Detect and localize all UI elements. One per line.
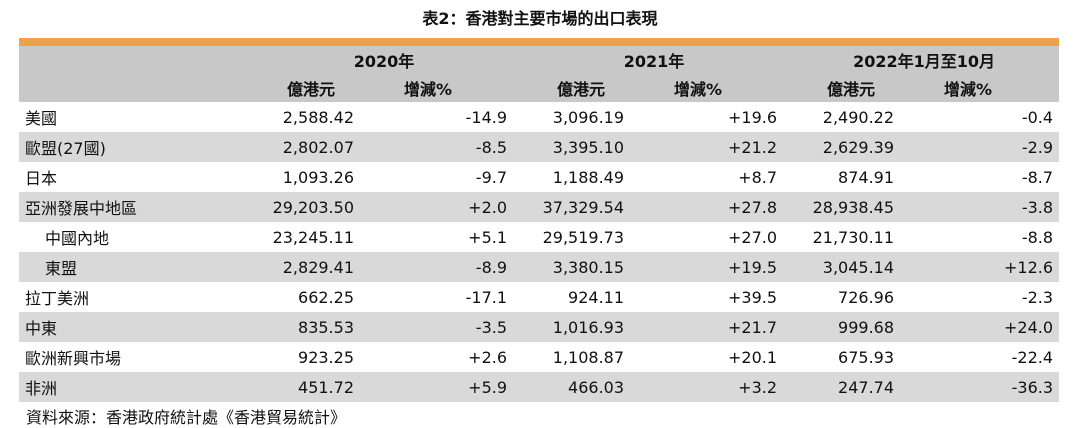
change-2020-cell: +5.1 — [468, 227, 508, 247]
value-2020-cell: 2,829.41 — [249, 252, 384, 282]
table-row: 日本 1,093.26 -9.7 1,188.49 +8.7 874.91 -8… — [19, 162, 1059, 192]
region-cell: 歐盟(27國) — [19, 132, 249, 162]
period-header: 2021年 — [519, 46, 790, 74]
region-cell: 亞洲發展中地區 — [19, 192, 249, 222]
value-2022-cell: 247.74 — [789, 372, 925, 402]
value-2022-cell: 28,938.45 — [789, 192, 925, 222]
value-2020-cell: 29,203.50 — [249, 192, 384, 222]
change-column-header: 增減% — [654, 74, 790, 102]
change-column-header: 增減% — [384, 74, 520, 102]
period-header: 2020年 — [249, 46, 520, 74]
table-row: 拉丁美洲 662.25 -17.1 924.11 +39.5 726.96 -2… — [19, 282, 1059, 312]
table-row: 中東 835.53 -3.5 1,016.93 +21.7 999.68 +24… — [19, 312, 1060, 342]
region-cell: 中東 — [19, 312, 249, 342]
value-2021-cell: 29,519.73 — [542, 227, 625, 247]
value-column-header: 億港元 — [249, 74, 384, 102]
change-2021-cell: +3.2 — [654, 372, 790, 402]
value-2021-cell: 37,329.54 — [519, 192, 655, 222]
value-2021-cell: 3,096.19 — [552, 107, 625, 127]
value-2021-cell: 466.03 — [519, 372, 655, 402]
value-2021-cell: 3,380.15 — [519, 252, 655, 282]
value-2021-cell: 1,016.93 — [519, 312, 655, 342]
value-2021-cell: 1,188.49 — [552, 167, 625, 187]
value-2022-cell: 2,629.39 — [789, 132, 925, 162]
change-2021-cell: +27.8 — [654, 192, 790, 222]
change-2020-cell: -9.7 — [475, 167, 508, 187]
value-2021-cell: 3,395.10 — [519, 132, 655, 162]
value-2020-cell: 835.53 — [249, 312, 384, 342]
accent-bar — [19, 38, 1059, 46]
table-row: 亞洲發展中地區 29,203.50 +2.0 37,329.54 +27.8 2… — [19, 192, 1060, 222]
value-column-header: 億港元 — [789, 74, 925, 102]
change-2021-cell: +21.7 — [654, 312, 790, 342]
value-2022-cell: 21,730.11 — [812, 227, 895, 247]
value-2022-cell: 874.91 — [838, 167, 895, 187]
value-2020-cell: 451.72 — [249, 372, 384, 402]
change-2020-cell: -17.1 — [465, 287, 508, 307]
value-2022-cell: 999.68 — [789, 312, 925, 342]
change-2021-cell: +19.5 — [654, 252, 790, 282]
change-2022-cell: +12.6 — [924, 252, 1060, 282]
change-2021-cell: +39.5 — [728, 287, 778, 307]
value-2022-cell: 726.96 — [838, 287, 895, 307]
change-2020-cell: +2.6 — [468, 347, 508, 367]
table-row: 非洲 451.72 +5.9 466.03 +3.2 247.74 -36.3 — [19, 372, 1060, 402]
change-2022-cell: -3.8 — [924, 192, 1060, 222]
change-2022-cell: -22.4 — [1011, 347, 1054, 367]
region-cell: 東盟 — [19, 252, 249, 282]
change-2021-cell: +20.1 — [728, 347, 778, 367]
change-2020-cell: -8.9 — [384, 252, 520, 282]
change-2021-cell: +19.6 — [728, 107, 778, 127]
table-body: 美國 2,588.42 -14.9 3,096.19 +19.6 2,490.2… — [19, 102, 1060, 402]
change-2020-cell: -8.5 — [384, 132, 520, 162]
change-2022-cell: -8.8 — [1021, 227, 1054, 247]
value-2020-cell: 2,588.42 — [282, 107, 354, 127]
value-2021-cell: 1,108.87 — [552, 347, 625, 367]
value-2022-cell: 675.93 — [838, 347, 895, 367]
value-2022-cell: 3,045.14 — [789, 252, 925, 282]
change-2021-cell: +21.2 — [654, 132, 790, 162]
change-2020-cell: -14.9 — [465, 107, 508, 127]
region-cell: 中國內地 — [45, 229, 110, 248]
header-empty-cell — [19, 46, 249, 74]
change-2021-cell: +8.7 — [738, 167, 778, 187]
value-2020-cell: 923.25 — [298, 347, 354, 367]
region-cell: 日本 — [25, 169, 58, 188]
change-2022-cell: -8.7 — [1021, 167, 1054, 187]
table-row: 東盟 2,829.41 -8.9 3,380.15 +19.5 3,045.14… — [19, 252, 1060, 282]
header-row-units: 億港元 增減% 億港元 增減% 億港元 增減% — [19, 74, 1060, 102]
value-column-header: 億港元 — [519, 74, 655, 102]
table-row: 歐洲新興市場 923.25 +2.6 1,108.87 +20.1 675.93… — [19, 342, 1059, 372]
value-2022-cell: 2,490.22 — [822, 107, 895, 127]
change-2022-cell: +24.0 — [924, 312, 1060, 342]
source-note: 資料來源：香港政府統計處《香港貿易統計》 — [26, 408, 347, 427]
value-2021-cell: 924.11 — [568, 287, 625, 307]
table-row: 美國 2,588.42 -14.9 3,096.19 +19.6 2,490.2… — [19, 102, 1059, 132]
change-2022-cell: -2.9 — [924, 132, 1060, 162]
table-row: 中國內地 23,245.11 +5.1 29,519.73 +27.0 21,7… — [19, 222, 1059, 252]
period-header: 2022年1月至10月 — [789, 46, 1060, 74]
change-column-header: 增減% — [924, 74, 1060, 102]
change-2020-cell: -3.5 — [384, 312, 520, 342]
header-empty-cell — [19, 74, 249, 102]
value-2020-cell: 662.25 — [298, 287, 354, 307]
export-table: 2020年 2021年 2022年1月至10月 億港元 增減% 億港元 增減% … — [19, 46, 1060, 402]
value-2020-cell: 23,245.11 — [272, 227, 354, 247]
value-2020-cell: 1,093.26 — [282, 167, 354, 187]
region-cell: 美國 — [25, 109, 58, 128]
region-cell: 歐洲新興市場 — [25, 349, 122, 368]
table-header: 2020年 2021年 2022年1月至10月 億港元 增減% 億港元 增減% … — [19, 46, 1060, 102]
change-2020-cell: +5.9 — [384, 372, 520, 402]
header-row-periods: 2020年 2021年 2022年1月至10月 — [19, 46, 1060, 74]
change-2022-cell: -36.3 — [924, 372, 1060, 402]
change-2022-cell: -0.4 — [1021, 107, 1054, 127]
change-2022-cell: -2.3 — [1021, 287, 1054, 307]
change-2021-cell: +27.0 — [728, 227, 778, 247]
region-cell: 拉丁美洲 — [25, 289, 90, 308]
value-2020-cell: 2,802.07 — [249, 132, 384, 162]
change-2020-cell: +2.0 — [384, 192, 520, 222]
table-row: 歐盟(27國) 2,802.07 -8.5 3,395.10 +21.2 2,6… — [19, 132, 1060, 162]
table-title: 表2：香港對主要市場的出口表現 — [422, 9, 658, 28]
region-cell: 非洲 — [19, 372, 249, 402]
